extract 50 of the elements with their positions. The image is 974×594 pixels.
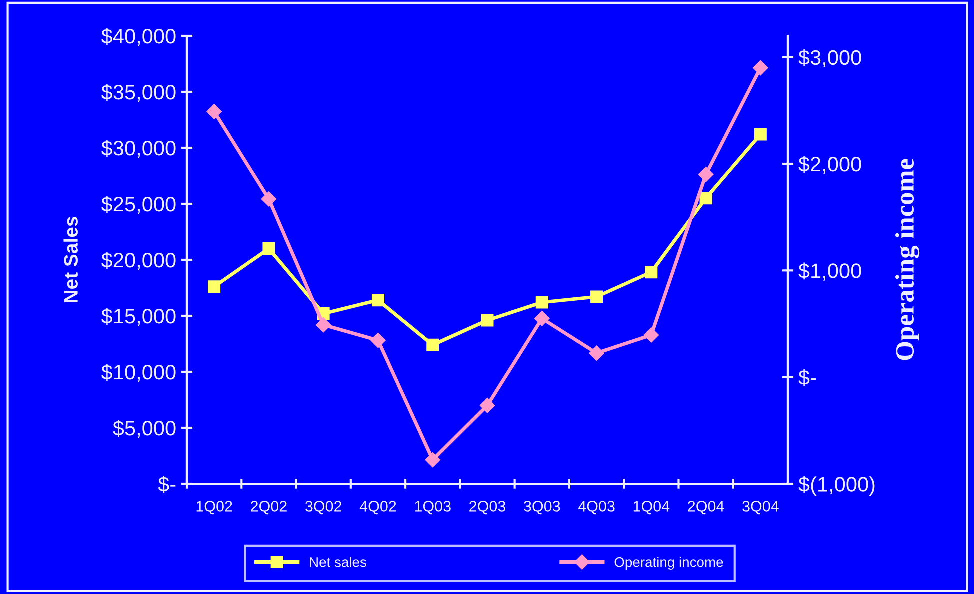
point bbox=[700, 192, 712, 205]
point bbox=[206, 104, 222, 120]
point bbox=[481, 314, 494, 327]
point bbox=[534, 311, 550, 326]
point bbox=[370, 332, 386, 348]
x-tick-label: 4Q03 bbox=[578, 501, 615, 515]
x-tick-label: 4Q02 bbox=[360, 501, 396, 515]
y2-axis-title: Operating income bbox=[895, 159, 920, 360]
legend-label: Operating income bbox=[614, 557, 724, 570]
x-tick-label: 2Q02 bbox=[251, 501, 287, 515]
point bbox=[536, 296, 548, 309]
y-tick-label: $35,000 bbox=[102, 84, 176, 102]
point bbox=[645, 266, 658, 279]
y-tick-label: $25,000 bbox=[102, 196, 176, 214]
legend-label: Net sales bbox=[310, 557, 366, 568]
x-tick-label: 3Q04 bbox=[742, 501, 779, 515]
y-tick-label: $10,000 bbox=[102, 364, 176, 382]
point bbox=[426, 338, 440, 352]
y2-tick-label: $1,000 bbox=[798, 262, 862, 281]
y2-tick-label: $- bbox=[798, 369, 816, 386]
y-tick-label: $40,000 bbox=[102, 28, 176, 46]
point bbox=[372, 294, 384, 307]
x-tick-label: 3Q03 bbox=[524, 501, 560, 515]
y-tick-label: $20,000 bbox=[102, 252, 176, 270]
x-tick-label: 1Q02 bbox=[196, 501, 232, 515]
point bbox=[589, 346, 604, 361]
point bbox=[425, 452, 440, 468]
y-tick-label: $30,000 bbox=[102, 140, 176, 158]
point bbox=[590, 290, 604, 304]
point bbox=[480, 398, 496, 414]
point bbox=[208, 280, 221, 294]
point bbox=[754, 128, 767, 141]
y-tick-label: $5,000 bbox=[113, 420, 176, 438]
point bbox=[262, 242, 276, 256]
x-tick-label: 1Q03 bbox=[415, 501, 451, 515]
y2-tick-label: $2,000 bbox=[798, 156, 862, 174]
point bbox=[753, 60, 768, 76]
x-tick-label: 3Q02 bbox=[305, 501, 342, 515]
x-tick-label: 2Q04 bbox=[688, 501, 724, 515]
point bbox=[316, 317, 332, 333]
point bbox=[261, 192, 277, 207]
y2-tick-label: $(1,000) bbox=[798, 476, 875, 496]
y2-tick-label: $3,000 bbox=[798, 49, 862, 68]
x-tick-label: 2Q03 bbox=[470, 501, 506, 515]
y-tick-label: $- bbox=[158, 476, 176, 493]
y-axis-title: Net Sales bbox=[64, 217, 78, 302]
x-tick-label: 1Q04 bbox=[634, 501, 670, 515]
point bbox=[698, 167, 714, 182]
y-tick-label: $15,000 bbox=[102, 308, 176, 326]
point bbox=[644, 328, 659, 343]
